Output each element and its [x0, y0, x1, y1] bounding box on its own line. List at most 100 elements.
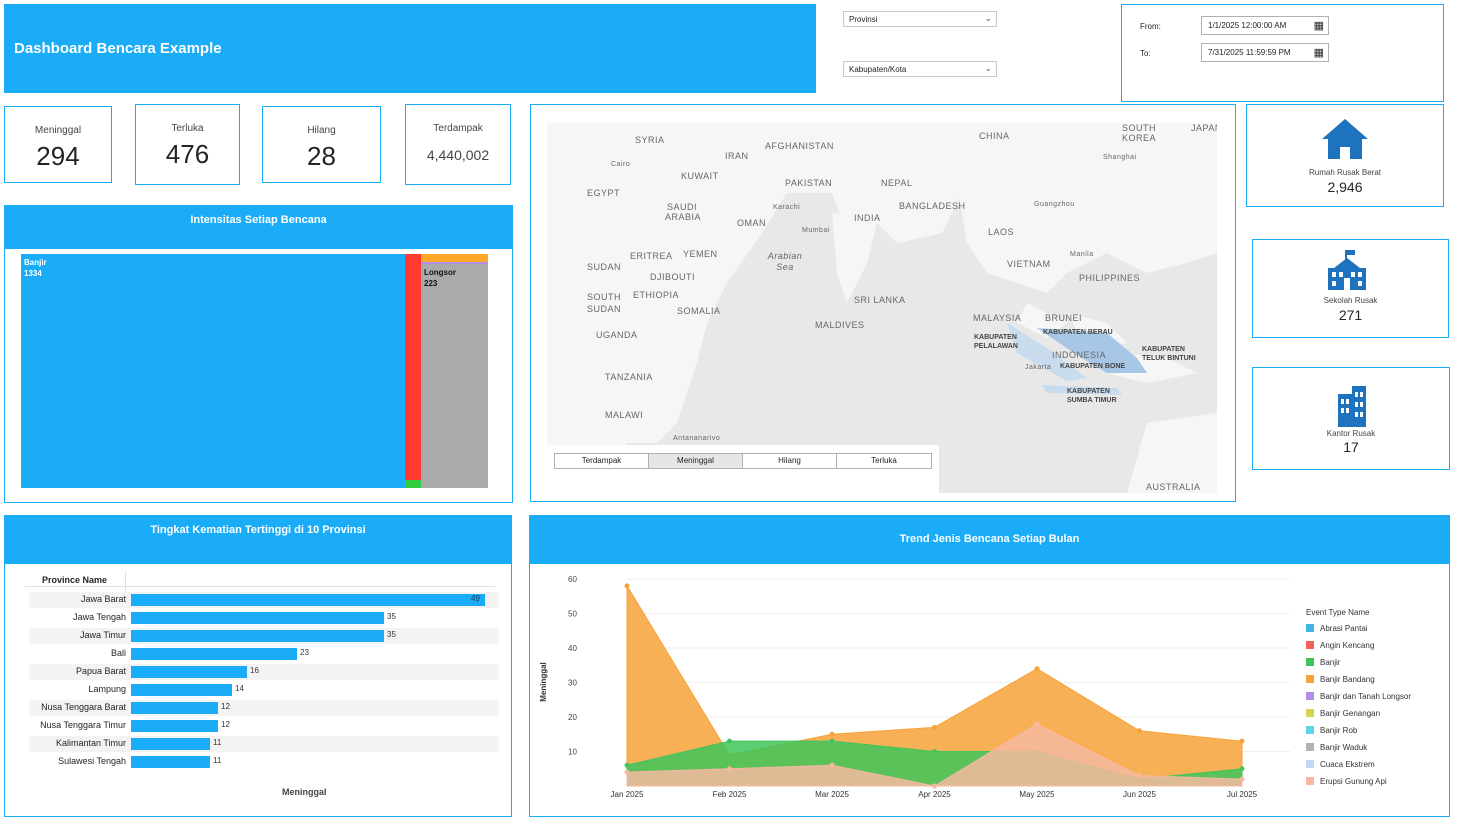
province-bar[interactable] [131, 756, 210, 768]
legend-item[interactable]: Abrasi Pantai [1320, 624, 1368, 633]
data-point[interactable] [829, 731, 835, 737]
province-bar[interactable] [131, 738, 210, 750]
treemap-tile-green[interactable] [405, 480, 421, 488]
map-label-tanzania: TANZANIA [605, 372, 653, 382]
kabupaten-dropdown[interactable]: Kabupaten/Kota ⌄ [843, 61, 997, 77]
data-point[interactable] [1137, 773, 1142, 779]
province-row[interactable]: Sulawesi Tengah 11 [29, 754, 499, 770]
data-point[interactable] [1137, 728, 1142, 734]
province-bar[interactable] [131, 630, 384, 642]
province-bar[interactable] [131, 594, 485, 606]
legend-item[interactable]: Cuaca Ekstrem [1320, 760, 1375, 769]
legend-swatch [1306, 624, 1314, 632]
map-land-shapes [547, 123, 1217, 493]
province-value: 16 [250, 666, 259, 675]
calendar-icon[interactable]: ▦ [1313, 20, 1324, 32]
x-tick-label: Mar 2025 [815, 790, 849, 799]
province-bar[interactable] [131, 684, 232, 696]
tab-hilang[interactable]: Hilang [742, 453, 837, 469]
data-point[interactable] [829, 762, 835, 768]
province-name: Jawa Timur [79, 630, 126, 640]
province-bar[interactable] [131, 720, 218, 732]
map-label-kab-berau: KABUPATEN BERAU [1043, 329, 1113, 336]
data-point[interactable] [624, 769, 630, 775]
series-area[interactable] [626, 584, 1243, 787]
treemap-tile-orange[interactable] [421, 254, 488, 262]
tab-terluka[interactable]: Terluka [836, 453, 932, 469]
province-value: 35 [387, 612, 396, 621]
data-point[interactable] [727, 766, 732, 772]
kpi-hilang[interactable]: Hilang 28 [262, 106, 381, 183]
kpi-terdampak[interactable]: Terdampak 4,440,002 [405, 104, 511, 185]
legend-item[interactable]: Erupsi Gunung Api [1320, 777, 1387, 786]
card-kantor-rusak[interactable]: Kantor Rusak 17 [1252, 367, 1450, 470]
y-tick-label: 10 [568, 748, 577, 757]
data-point[interactable] [1239, 776, 1245, 782]
legend-item[interactable]: Banjir Bandang [1320, 675, 1375, 684]
province-bar[interactable] [131, 648, 297, 660]
treemap-tile-banjir[interactable]: Banjir 1334 [21, 254, 405, 488]
trend-chart-svg: 10 20 30 40 50 60 Meninggal Jan 2025 Feb 2025 Mar… [539, 575, 1411, 799]
kpi-meninggal[interactable]: Meninggal 294 [4, 106, 112, 183]
province-row[interactable]: Jawa Tengah 35 [29, 610, 499, 626]
tab-terdampak[interactable]: Terdampak [554, 453, 649, 469]
to-date-input[interactable]: 7/31/2025 11:59:59 PM ▦ [1201, 43, 1329, 62]
card-label: Rumah Rusak Berat [1308, 168, 1382, 177]
legend-item[interactable]: Banjir [1320, 658, 1341, 667]
treemap-tile-purple[interactable] [421, 262, 488, 264]
data-point[interactable] [1034, 721, 1040, 727]
map-label-australia: AUSTRALIA [1146, 482, 1201, 492]
data-point[interactable] [624, 762, 630, 768]
map-label-ethiopia: ETHIOPIA [633, 290, 680, 300]
province-row[interactable]: Jawa Barat 49 [29, 592, 499, 608]
card-sekolah-rusak[interactable]: Sekolah Rusak 271 [1252, 239, 1449, 338]
data-point[interactable] [932, 783, 937, 789]
province-row[interactable]: Nusa Tenggara Barat 12 [29, 700, 499, 716]
map-label-guangzhou: Guangzhou [1034, 201, 1075, 208]
series-area[interactable] [626, 723, 1243, 787]
card-value: 2,946 [1327, 179, 1363, 195]
data-point[interactable] [932, 749, 937, 754]
province-row[interactable]: Jawa Timur 35 [29, 628, 499, 644]
data-point[interactable] [1239, 738, 1245, 744]
province-value: 11 [213, 738, 222, 747]
province-bar[interactable] [131, 666, 247, 678]
tab-meninggal[interactable]: Meninggal [648, 453, 743, 469]
x-tick-label: Jan 2025 [611, 790, 644, 799]
legend-item[interactable]: Banjir Rob [1320, 726, 1358, 735]
calendar-icon[interactable]: ▦ [1313, 47, 1324, 59]
card-rumah-rusak[interactable]: Rumah Rusak Berat 2,946 [1246, 104, 1444, 207]
province-bar[interactable] [131, 702, 218, 714]
province-row[interactable]: Lampung 14 [29, 682, 499, 698]
data-point[interactable] [1239, 766, 1245, 772]
province-row[interactable]: Bali 23 [29, 646, 499, 662]
map-label-syria: SYRIA [635, 135, 665, 145]
legend-swatch [1306, 675, 1314, 683]
treemap-tile-longsor[interactable]: Longsor 223 [421, 264, 488, 488]
map-label-arabian-sea: Arabian Sea [767, 251, 803, 272]
treemap-tile-red[interactable] [405, 254, 421, 480]
province-row[interactable]: Nusa Tenggara Timur 12 [29, 718, 499, 734]
province-row[interactable]: Kalimantan Timur 11 [29, 736, 499, 752]
map-label-oman: OMAN [737, 218, 766, 228]
province-name: Jawa Tengah [73, 612, 126, 622]
legend-item[interactable]: Banjir Genangan [1320, 709, 1380, 718]
kpi-terluka[interactable]: Terluka 476 [135, 104, 240, 185]
from-date-input[interactable]: 1/1/2025 12:00:00 AM ▦ [1201, 16, 1329, 35]
map-panel: SYRIA IRAN AFGHANISTAN CHINA SOUTH KOREA… [530, 104, 1236, 502]
province-bar[interactable] [131, 612, 384, 624]
province-x-label: Meninggal [282, 787, 327, 797]
legend-item[interactable]: Banjir dan Tanah Longsor [1320, 692, 1411, 701]
legend-item[interactable]: Angin Kencang [1320, 641, 1374, 650]
data-point[interactable] [932, 724, 937, 730]
legend-item[interactable]: Banjir Waduk [1320, 743, 1368, 752]
provinsi-dropdown[interactable]: Provinsi ⌄ [843, 11, 997, 27]
data-point[interactable] [624, 583, 630, 589]
province-row[interactable]: Papua Barat 16 [29, 664, 499, 680]
data-point[interactable] [727, 738, 732, 744]
header-underline [25, 586, 495, 587]
legend-swatch [1306, 726, 1314, 734]
map-canvas[interactable]: SYRIA IRAN AFGHANISTAN CHINA SOUTH KOREA… [547, 123, 1217, 493]
data-point[interactable] [1034, 666, 1040, 672]
data-point[interactable] [829, 738, 835, 744]
